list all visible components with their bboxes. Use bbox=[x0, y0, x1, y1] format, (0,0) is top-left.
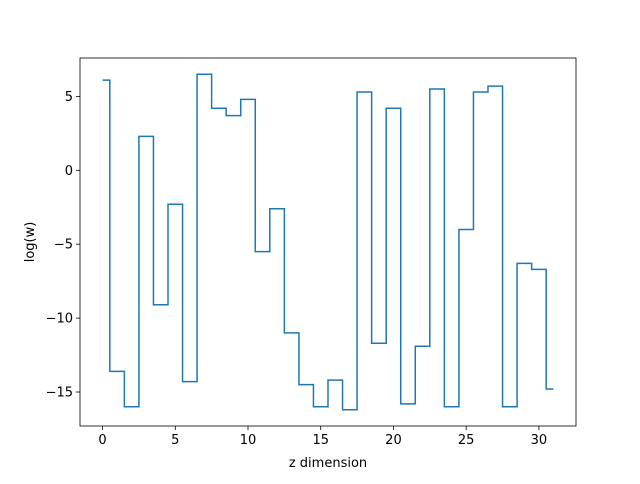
x-tick-label: 30 bbox=[531, 433, 548, 448]
x-axis-label: z dimension bbox=[289, 456, 367, 471]
y-tick-label: 0 bbox=[65, 164, 73, 179]
x-tick-label: 0 bbox=[98, 433, 106, 448]
y-tick-label: −5 bbox=[54, 238, 73, 253]
y-tick-label: 5 bbox=[65, 90, 73, 105]
y-tick-label: −15 bbox=[46, 386, 73, 401]
plot-layer bbox=[102, 73, 554, 411]
x-tick-label: 10 bbox=[240, 433, 257, 448]
y-axis-ticks: −15 −10 −5 0 5 bbox=[46, 90, 80, 401]
y-axis-label: log(w) bbox=[23, 222, 38, 263]
y-tick-label: −10 bbox=[46, 312, 73, 327]
x-axis-ticks: 0 5 10 15 20 25 30 bbox=[98, 426, 547, 448]
series-line bbox=[102, 73, 554, 411]
axes-frame bbox=[79, 57, 577, 427]
x-tick-label: 15 bbox=[312, 433, 329, 448]
x-tick-label: 5 bbox=[171, 433, 179, 448]
x-tick-label: 20 bbox=[385, 433, 402, 448]
x-tick-label: 25 bbox=[458, 433, 475, 448]
